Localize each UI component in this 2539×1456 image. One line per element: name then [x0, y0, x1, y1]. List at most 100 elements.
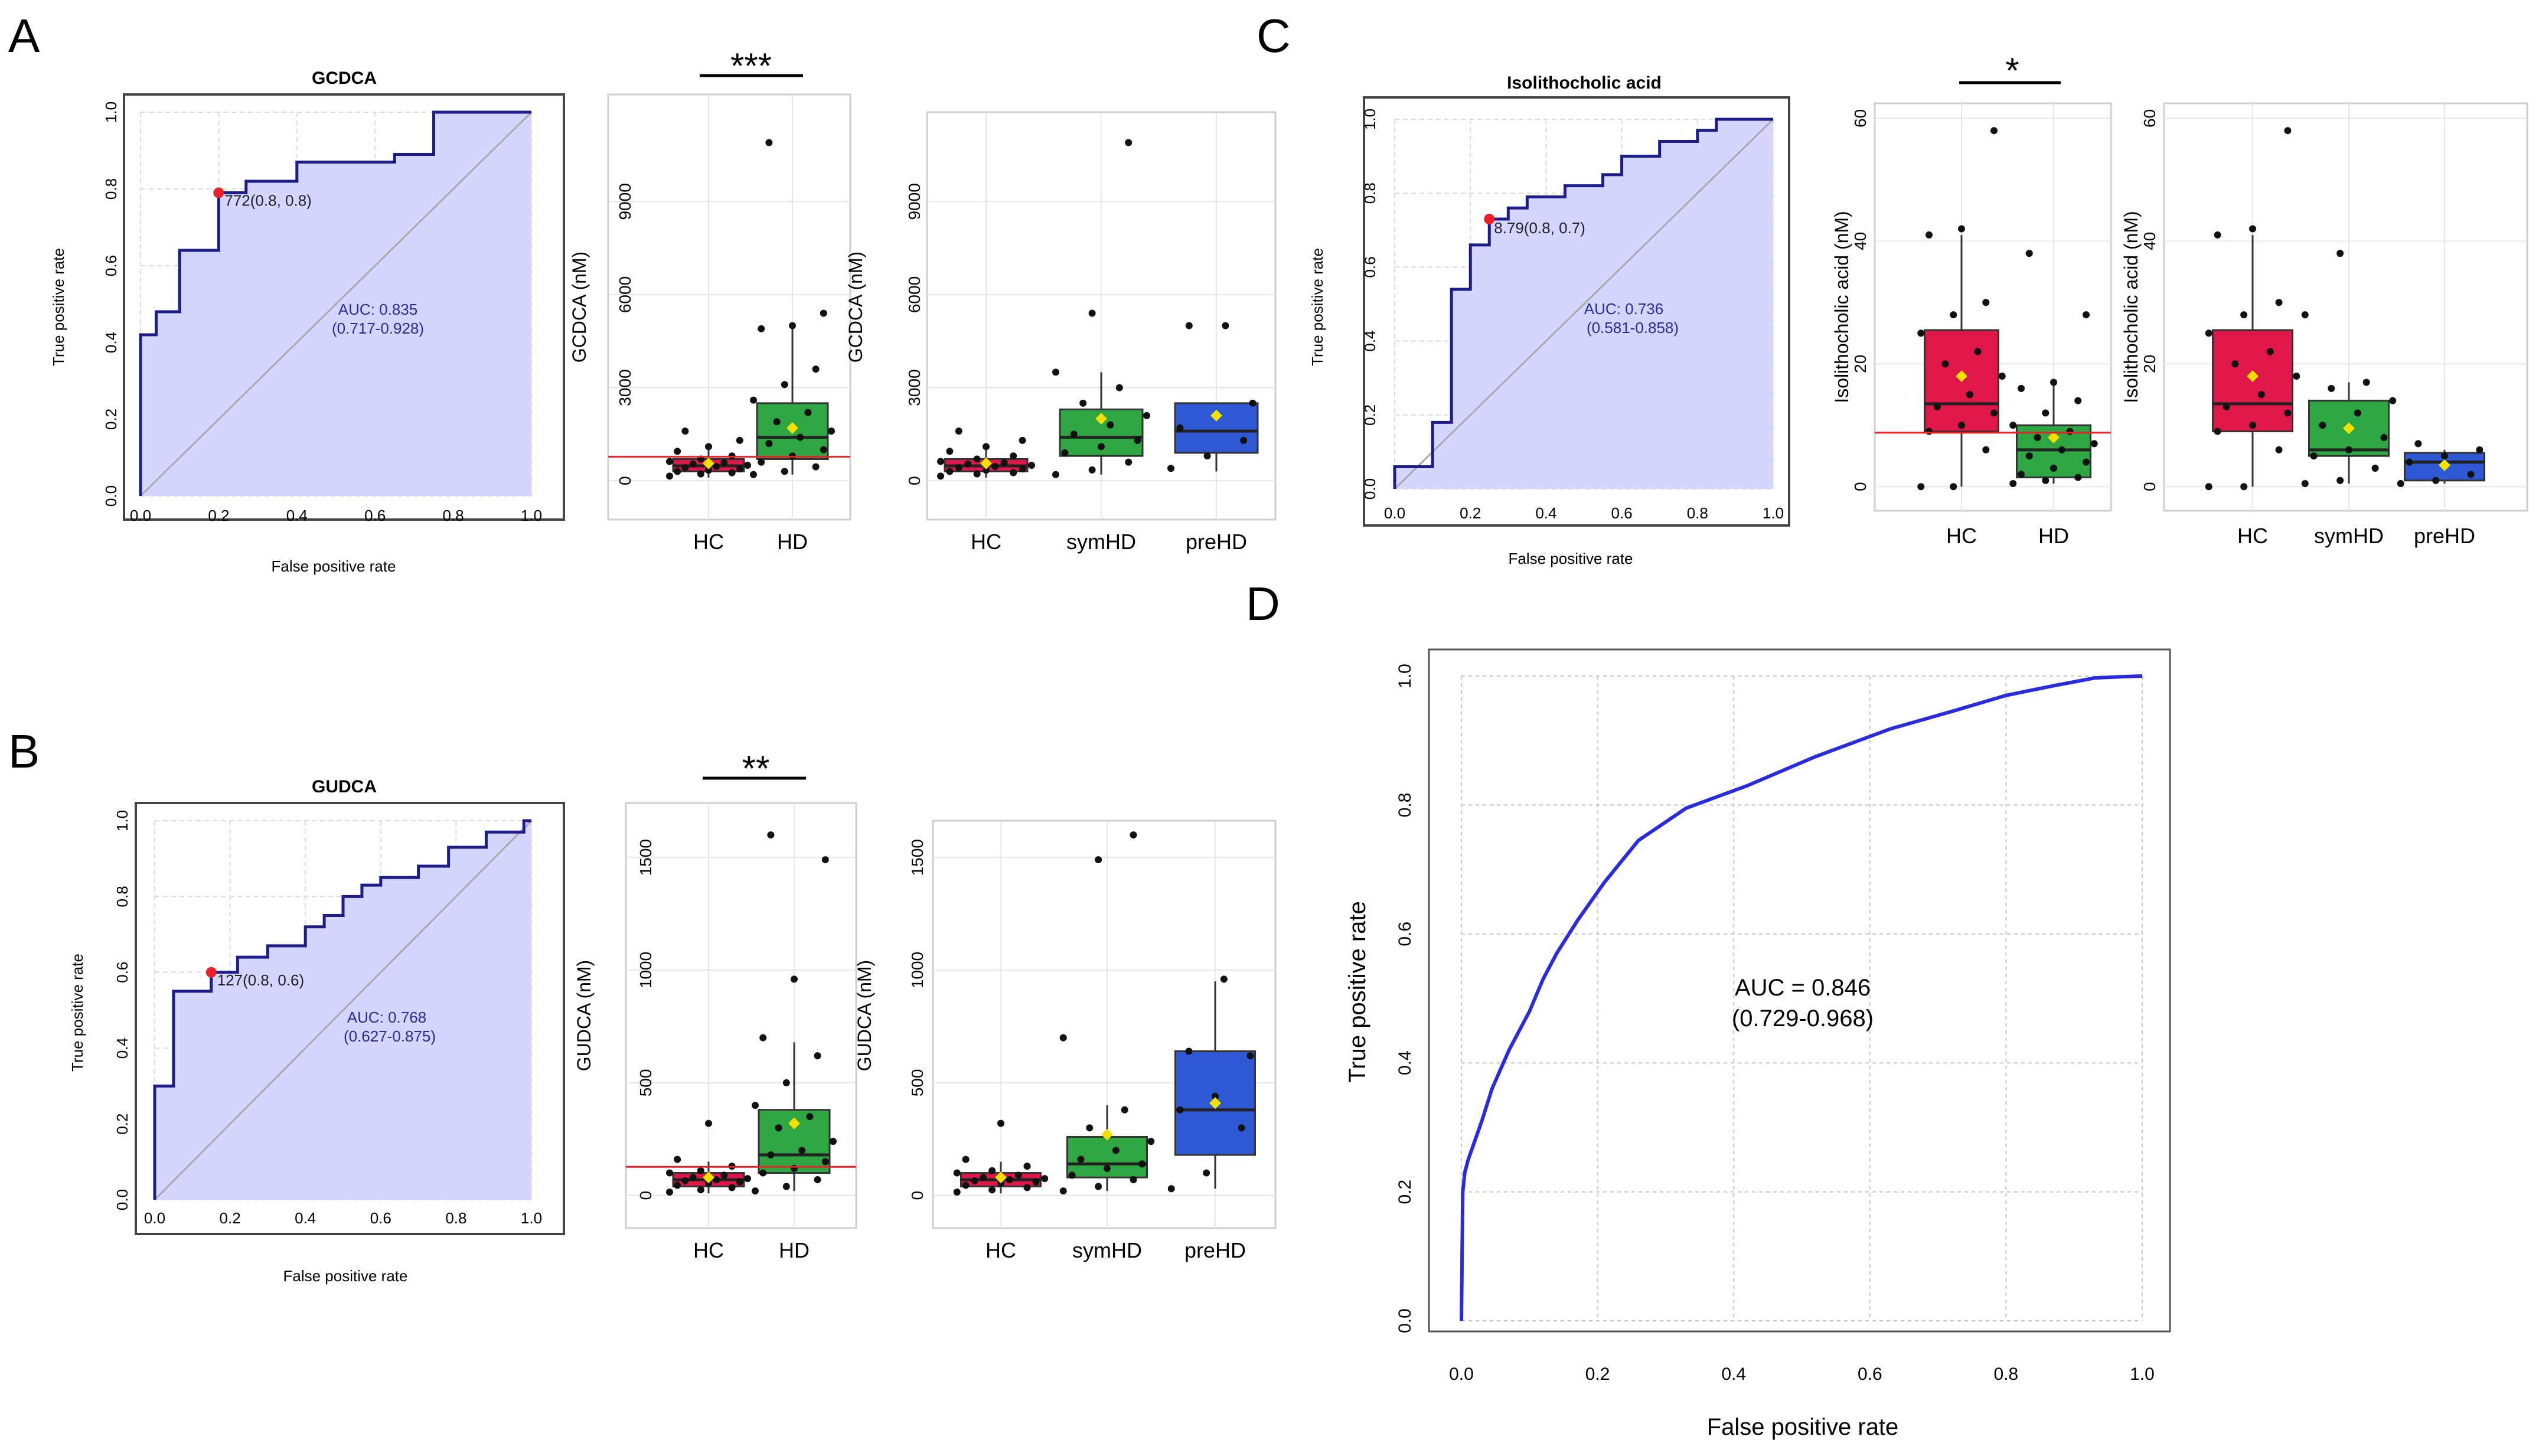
box-point — [953, 1169, 961, 1177]
roc-c-ytick: 0.6 — [1361, 256, 1379, 278]
box-point — [2009, 422, 2017, 429]
box-point — [973, 455, 981, 463]
box-point — [2293, 373, 2300, 380]
roc-d-xlabel: False positive rate — [1707, 1414, 1899, 1440]
box-point — [736, 465, 743, 473]
box-point — [1143, 412, 1150, 419]
roc-d-xticks: 0.0 0.2 0.4 0.6 0.8 1.0 — [1449, 1364, 2155, 1384]
box-point — [758, 458, 765, 466]
roc-c-diagonal — [1393, 118, 1774, 490]
roc-a-auc-label: AUC: 0.835 — [338, 301, 417, 318]
box-b2-ytick: 0 — [637, 1191, 655, 1200]
box-point — [1077, 1155, 1085, 1163]
box-point — [1950, 483, 1957, 491]
roc-c-xtick: 0.2 — [1460, 504, 1481, 522]
roc-a-cutoff-label: 772(0.8, 0.8) — [224, 192, 311, 210]
box-point — [1059, 1034, 1067, 1042]
box-point — [1238, 1124, 1245, 1132]
roc-c-xticks: 0.0 0.2 0.4 0.6 0.8 1.0 — [1384, 504, 1784, 522]
box-point — [991, 463, 999, 471]
box-point — [1028, 461, 1035, 469]
roc-a-xtick: 1.0 — [521, 507, 542, 524]
box-point — [2042, 476, 2050, 484]
box-point — [2432, 476, 2440, 484]
box-point — [750, 471, 757, 478]
box-c2-cat-label: HD — [2038, 524, 2069, 548]
box-a2-yticks: 0 3000 6000 9000 — [616, 183, 634, 485]
roc-c-cutoff-point — [1484, 214, 1495, 225]
panel-label-d: D — [1246, 577, 1280, 630]
roc-d-auc-label: AUC = 0.846 — [1735, 975, 1871, 1001]
box-b3-ytick: 500 — [908, 1069, 926, 1097]
roc-c-title: Isolithocholic acid — [1507, 73, 1662, 93]
box-point — [775, 1124, 782, 1132]
box-point — [674, 468, 681, 475]
box-point — [2380, 434, 2388, 442]
box-point — [946, 448, 954, 455]
box-point — [814, 1052, 821, 1060]
box-point — [2414, 440, 2422, 448]
box-body — [758, 1109, 831, 1174]
box-point — [674, 1181, 681, 1189]
roc-a-title: GCDCA — [312, 68, 377, 88]
box-point — [2345, 446, 2352, 453]
box-point — [2074, 397, 2082, 404]
box-point — [2301, 480, 2309, 488]
box-point — [1974, 348, 1982, 355]
roc-a-xtick: 0.4 — [286, 507, 308, 524]
box-mean-marker — [2343, 422, 2355, 435]
box-c3-ytick: 20 — [2140, 355, 2159, 373]
box-point — [997, 1119, 1004, 1127]
box-mean-marker — [1101, 1128, 1113, 1141]
box-a3-cat-label: symHD — [1066, 530, 1136, 554]
box-point — [983, 466, 990, 474]
roc-b-ytick: 0.6 — [113, 962, 131, 983]
box-point — [1982, 299, 1990, 306]
box-a3-yticks: 0 3000 6000 9000 — [905, 183, 923, 485]
roc-d-ylabel: True positive rate — [1344, 901, 1370, 1083]
box-c3-boxes — [2205, 127, 2485, 491]
box-point — [2018, 471, 2025, 478]
box-point — [2018, 384, 2025, 392]
box-point — [937, 472, 944, 480]
box-a3-ytick: 0 — [905, 476, 923, 485]
box-point — [983, 443, 990, 450]
box-point — [705, 1119, 712, 1127]
box-point — [1088, 466, 1096, 474]
box-b2-ytick: 1000 — [637, 952, 655, 988]
roc-c-ytick: 0.4 — [1361, 331, 1379, 352]
box-mean-marker — [703, 1171, 714, 1184]
box-point — [2275, 299, 2283, 306]
box-point — [2301, 311, 2309, 319]
box-point — [1222, 322, 1229, 329]
box-point — [1052, 471, 1059, 478]
box-point — [1240, 436, 1248, 444]
box-point — [1982, 446, 1990, 453]
box-point — [752, 1102, 759, 1109]
box-point — [713, 463, 720, 471]
roc-a-ytick: 0.0 — [102, 485, 120, 507]
box-point — [1926, 427, 1933, 435]
box-point — [758, 325, 765, 332]
box-point — [1941, 360, 1949, 368]
box-point — [973, 470, 981, 478]
box-point — [2310, 452, 2318, 460]
box-point — [2205, 483, 2212, 491]
box-point — [955, 464, 962, 472]
box-mean-marker — [788, 1117, 800, 1129]
box-c2-significance: * — [2005, 51, 2019, 90]
box-c2-ytick: 20 — [1851, 355, 1869, 373]
box-mean-marker — [995, 1171, 1007, 1184]
box-mean-marker — [786, 422, 798, 434]
box-b3-cat-label: HC — [985, 1238, 1016, 1262]
box-point — [773, 418, 781, 426]
box-point — [666, 1189, 673, 1196]
box-point — [828, 427, 835, 435]
roc-a-xtick: 0.6 — [364, 507, 386, 524]
box-b3-cat-label: preHD — [1184, 1238, 1246, 1262]
box-point — [1006, 1176, 1013, 1184]
box-point — [2476, 446, 2483, 453]
box-point — [759, 1169, 767, 1177]
box-point — [697, 470, 704, 478]
box-point — [955, 427, 962, 435]
